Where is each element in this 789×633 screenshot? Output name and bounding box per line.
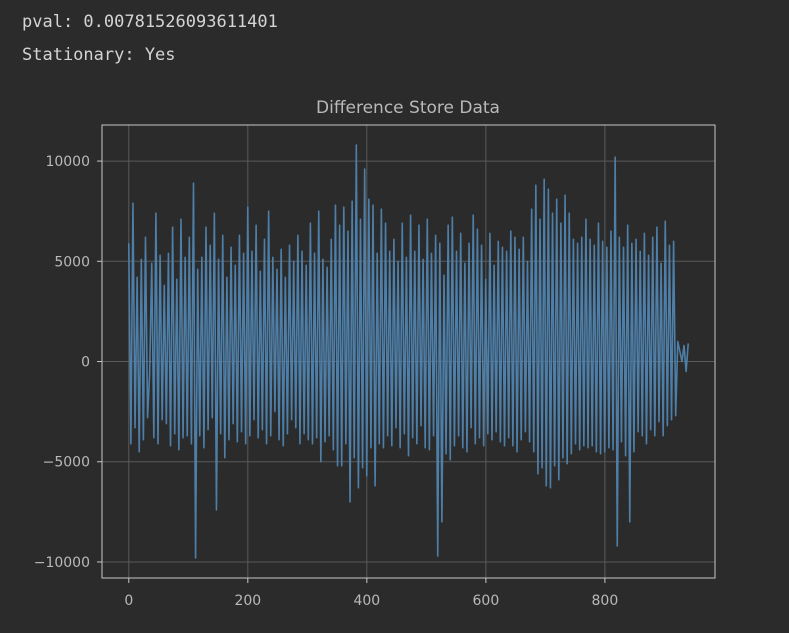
chart-title: Difference Store Data — [316, 98, 500, 118]
stationary-output: Stationary: Yes — [22, 45, 176, 65]
plot-frame — [101, 124, 716, 579]
y-tick-label: 0 — [81, 355, 90, 371]
y-tick-label: −5000 — [43, 455, 90, 471]
x-tick-label: 600 — [473, 593, 500, 609]
series-group — [127, 144, 690, 559]
y-tick-label: −10000 — [34, 555, 90, 571]
y-tick-label: 10000 — [45, 154, 90, 170]
x-tick-label: 0 — [124, 593, 133, 609]
ticks: 0 200 400 600 800 −10000 −5000 0 5000 10000 — [34, 154, 619, 609]
series-line — [127, 144, 690, 559]
y-tick-label: 5000 — [54, 254, 90, 270]
x-tick-label: 200 — [234, 593, 261, 609]
x-tick-label: 400 — [353, 593, 380, 609]
axes-frame — [101, 124, 716, 579]
x-tick-label: 800 — [592, 593, 619, 609]
pval-output: pval: 0.00781526093611401 — [22, 12, 278, 32]
